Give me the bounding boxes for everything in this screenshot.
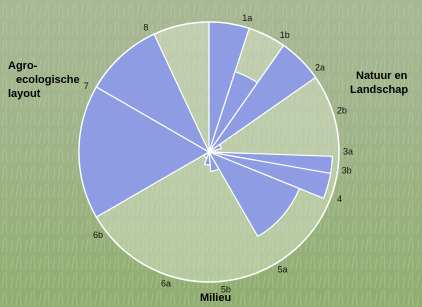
category-label: 2b xyxy=(337,106,347,116)
group-label: Landschap xyxy=(350,84,408,96)
category-label: 1a xyxy=(242,13,252,23)
group-label: ecologische xyxy=(16,74,80,86)
page: 1a1b2a2b3a3b45a5b6a6b78 Agro- ecologisch… xyxy=(0,0,422,307)
category-label: 8 xyxy=(143,23,148,33)
group-label: layout xyxy=(8,88,41,100)
category-label: 3a xyxy=(343,146,353,156)
category-label: 1b xyxy=(280,30,290,40)
category-label: 6b xyxy=(93,230,103,240)
category-label: 4 xyxy=(337,194,342,204)
category-label: 3b xyxy=(342,166,352,176)
category-label: 6a xyxy=(161,279,171,289)
group-label: Milieu xyxy=(200,292,231,304)
category-label: 2a xyxy=(315,63,325,73)
category-label: 5a xyxy=(278,264,288,274)
group-label: Natuur en xyxy=(356,70,408,82)
chart: 1a1b2a2b3a3b45a5b6a6b78 Agro- ecologisch… xyxy=(0,0,422,307)
group-label: Agro- xyxy=(8,60,38,72)
category-label: 7 xyxy=(84,81,89,91)
